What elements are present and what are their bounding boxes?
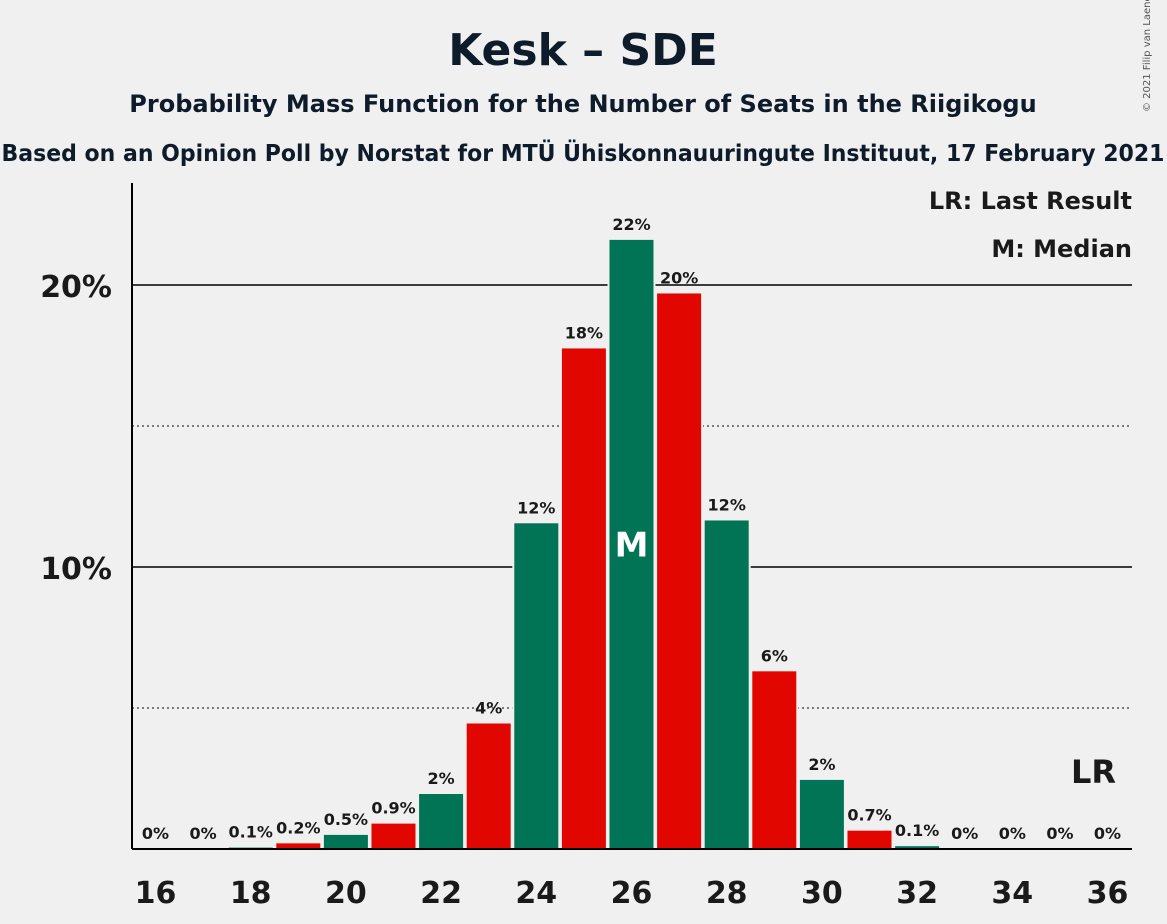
bar-label-seat-26: 22%: [612, 215, 650, 234]
bar-labels: 0% 0% 0.1% 0.2% 0.5%0.9%2%4%12%18%22%M20%12%…: [142, 215, 1121, 843]
bar-seat-23: [466, 723, 511, 849]
bar-backdrop-19: [274, 837, 323, 849]
bar-backdrop-18: [226, 841, 275, 849]
bar-label-seat-21: 0.9%: [371, 799, 415, 818]
bar-label-seat-30: 2%: [808, 755, 835, 774]
bar-seat-24: [514, 523, 559, 849]
bar-seat-22: [419, 794, 464, 849]
bar-seat-32: [895, 846, 940, 849]
bar-seat-29: [752, 671, 797, 849]
bar-label-seat-27: 20%: [660, 268, 698, 287]
bar-label-seat-31: 0.7%: [847, 806, 891, 825]
bar-label-seat-23: 4%: [475, 699, 502, 718]
bar-seat-27: [657, 293, 702, 850]
bar-label-seat-16: 0%: [142, 824, 169, 843]
bars: [226, 233, 942, 850]
bar-label-seat-19: 0.2%: [276, 818, 320, 837]
bar-label-seat-34: 0%: [999, 824, 1026, 843]
bar-label-seat-18: 0.1%: [229, 823, 273, 842]
x-tick-16: 16: [135, 876, 177, 911]
bar-label-seat-29: 6%: [761, 646, 788, 665]
bar-label-seat-25: 18%: [565, 323, 603, 342]
x-tick-32: 32: [896, 876, 938, 911]
bar-label-seat-33: 0%: [951, 824, 978, 843]
bar-label-seat-36: 0%: [1094, 824, 1121, 843]
bar-label-seat-32: 0.1%: [895, 821, 939, 840]
bar-label-seat-24: 12%: [517, 498, 555, 517]
bar-seat-25: [561, 348, 606, 849]
legend-last-result: LR: Last Result: [929, 187, 1132, 215]
copyright-note: © 2021 Filip van Laenen: [1142, 0, 1153, 112]
x-tick-28: 28: [706, 876, 748, 911]
x-tick-30: 30: [801, 876, 843, 911]
y-axis-ticks: 10% 20%: [40, 270, 112, 587]
bar-label-seat-35: 0%: [1046, 824, 1073, 843]
x-tick-36: 36: [1087, 876, 1129, 911]
x-tick-22: 22: [420, 876, 462, 911]
bar-seat-28: [704, 520, 749, 849]
bar-seat-20: [323, 834, 368, 849]
bar-seat-26: [609, 239, 654, 849]
bar-seat-19: [276, 843, 321, 849]
bar-seat-21: [371, 823, 416, 849]
bar-label-seat-28: 12%: [708, 495, 746, 514]
chart-title: Kesk – SDE: [448, 25, 718, 76]
x-axis-ticks: 16 18 20 22 24 26 28 30 32 34 36: [135, 876, 1129, 911]
bar-label-seat-22: 2%: [428, 769, 455, 788]
bar-seat-30: [799, 779, 844, 849]
chart-subtitle: Probability Mass Function for the Number…: [129, 90, 1036, 118]
bar-label-seat-20: 0.5%: [324, 810, 368, 829]
y-tick-20: 20%: [40, 270, 112, 305]
x-tick-24: 24: [515, 876, 557, 911]
bar-seat-31: [847, 830, 892, 849]
x-tick-20: 20: [325, 876, 367, 911]
x-tick-26: 26: [611, 876, 653, 911]
x-tick-18: 18: [230, 876, 272, 911]
bar-backdrop-32: [893, 840, 942, 849]
legend-median: M: Median: [991, 235, 1132, 263]
median-marker: M: [615, 525, 649, 565]
bar-label-seat-17: 0%: [190, 824, 217, 843]
chart-source-line: Based on an Opinion Poll by Norstat for …: [2, 139, 1165, 167]
x-tick-34: 34: [991, 876, 1033, 911]
y-tick-10: 10%: [40, 552, 112, 587]
last-result-marker: LR: [1071, 753, 1116, 791]
